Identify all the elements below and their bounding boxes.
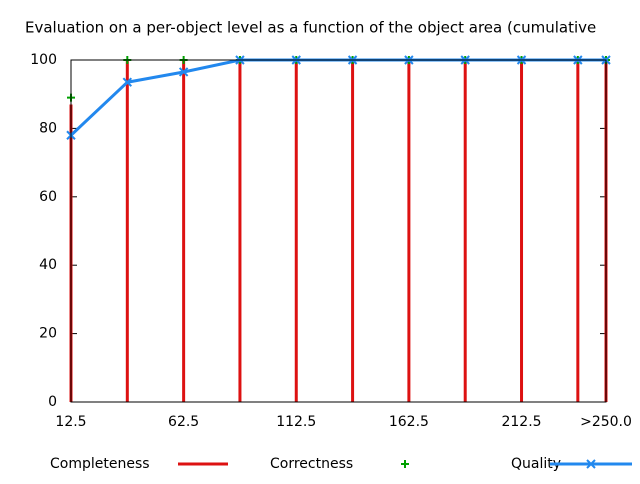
x-tick-label: >250.0 bbox=[580, 414, 632, 430]
legend-label: Correctness bbox=[270, 456, 353, 472]
point-marker bbox=[122, 77, 133, 87]
y-tick-label: 0 bbox=[48, 394, 57, 410]
y-tick-label: 20 bbox=[39, 326, 57, 342]
x-tick-label: 112.5 bbox=[276, 414, 316, 430]
y-tick-label: 60 bbox=[39, 189, 57, 205]
x-tick-label: 12.5 bbox=[55, 414, 86, 430]
x-tick-label: 62.5 bbox=[168, 414, 199, 430]
legend-swatch bbox=[401, 460, 409, 468]
line bbox=[69, 58, 606, 137]
y-tick-label: 80 bbox=[39, 120, 57, 136]
point-marker bbox=[178, 67, 189, 77]
chart-title: Evaluation on a per-object level as a fu… bbox=[25, 19, 596, 37]
legend-label: Quality bbox=[511, 456, 561, 472]
y-tick-label: 40 bbox=[39, 257, 57, 273]
x-tick-label: 162.5 bbox=[389, 414, 429, 430]
legend-label: Completeness bbox=[50, 456, 150, 472]
plot-border bbox=[70, 59, 607, 403]
x-tick-label: 212.5 bbox=[501, 414, 541, 430]
legend-swatch bbox=[586, 459, 596, 469]
y-tick-label: 100 bbox=[30, 52, 57, 68]
